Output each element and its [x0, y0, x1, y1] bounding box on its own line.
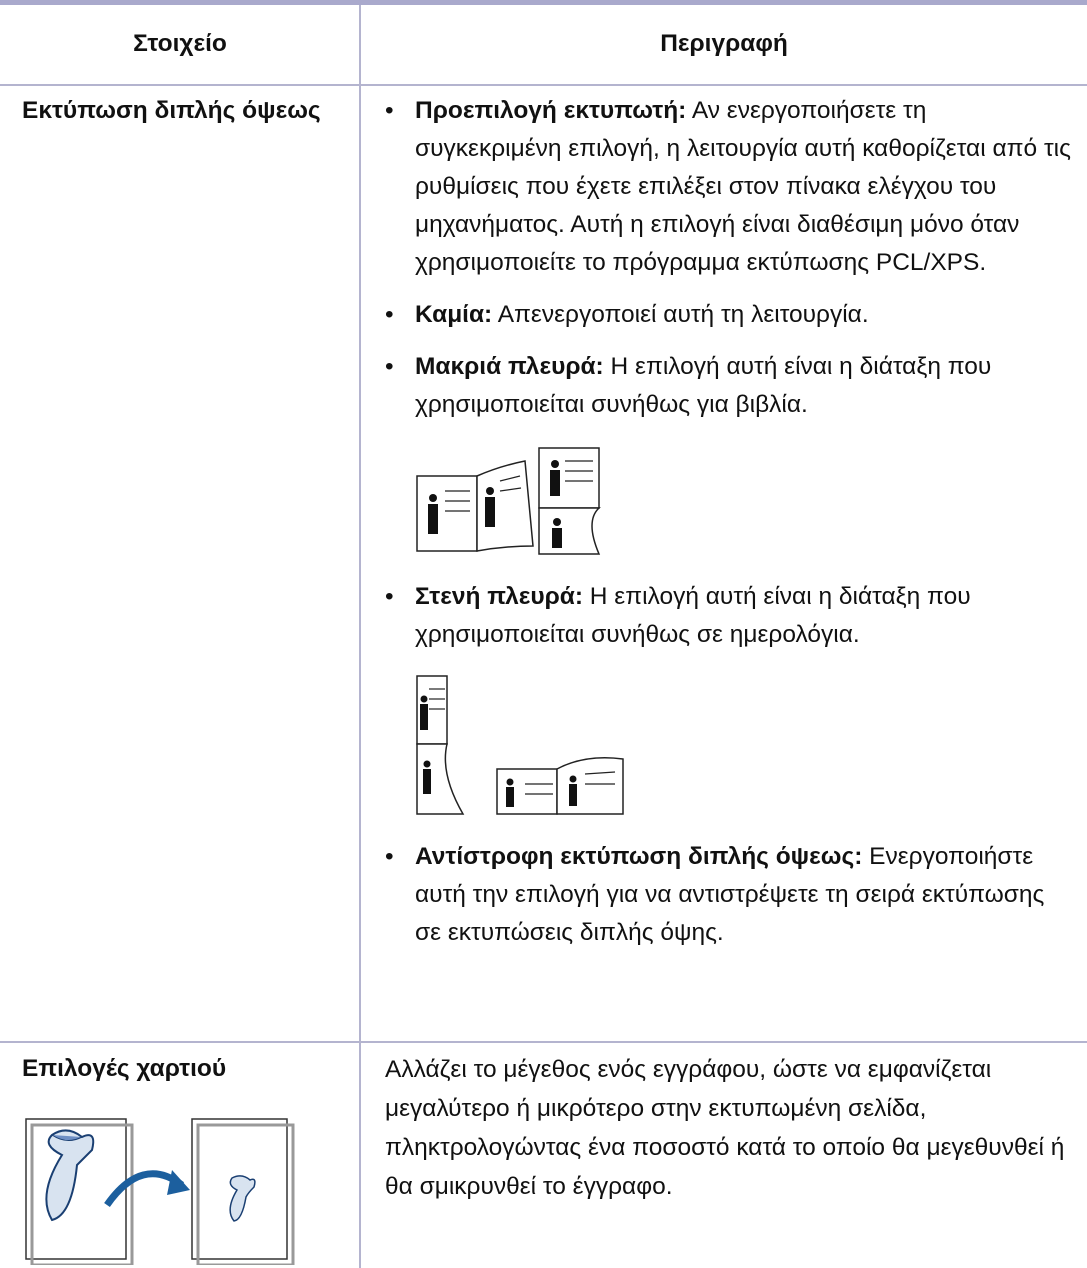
description-cell: Αλλάζει το μέγεθος ενός εγγράφου, ώστε ν… [385, 1056, 1065, 1200]
term: Καμία: [415, 301, 493, 328]
bullet: Στενή πλευρά: Η επιλογή αυτή είναι η διά… [385, 578, 1075, 824]
column-rule [359, 5, 361, 1268]
text: Η επιλογή αυτή είναι η διάταξη που χρησι… [415, 583, 971, 648]
bullet: Προεπιλογή εκτυπωτή: Αν ενεργοποιήσετε τ… [385, 92, 1075, 282]
term: Προεπιλογή εκτυπωτή: [415, 97, 687, 124]
bullet: Αντίστροφη εκτύπωση διπλής όψεως: Ενεργο… [385, 838, 1075, 952]
bullet: Μακριά πλευρά: Η επιλογή αυτή είναι η δι… [385, 348, 1075, 564]
header-rule [0, 84, 1087, 86]
item-cell: Επιλογές χαρτιού [22, 1055, 227, 1082]
term: Μακριά πλευρά: [415, 353, 604, 380]
bullet-list: Προεπιλογή εκτυπωτή: Αν ενεργοποιήσετε τ… [385, 92, 1075, 952]
term: Αντίστροφη εκτύπωση διπλής όψεως: [415, 843, 863, 870]
long-edge-illustration [416, 447, 601, 555]
term: Στενή πλευρά: [415, 583, 583, 610]
header-cell: Περιγραφή [660, 30, 788, 57]
header-cell: Στοιχείο [133, 30, 227, 57]
text: Αν ενεργοποιήσετε τη συγκεκριμένη επιλογ… [415, 97, 1071, 276]
description-cell: Προεπιλογή εκτυπωτή: Αν ενεργοποιήσετε τ… [385, 92, 1075, 966]
paper-options-illustration [25, 1118, 295, 1265]
short-edge-illustration [416, 675, 624, 815]
text: Απενεργοποιεί αυτή τη λειτουργία. [497, 301, 869, 328]
item-cell: Εκτύπωση διπλής όψεως [22, 97, 321, 124]
top-border [0, 0, 1087, 5]
row-rule [0, 1041, 1087, 1043]
text: Η επιλογή αυτή είναι η διάταξη που χρησι… [415, 353, 992, 418]
text: Ενεργοποιήστε αυτή την επιλογή για να αν… [415, 843, 1045, 946]
bullet: Καμία: Απενεργοποιεί αυτή τη λειτουργία. [385, 296, 1075, 334]
